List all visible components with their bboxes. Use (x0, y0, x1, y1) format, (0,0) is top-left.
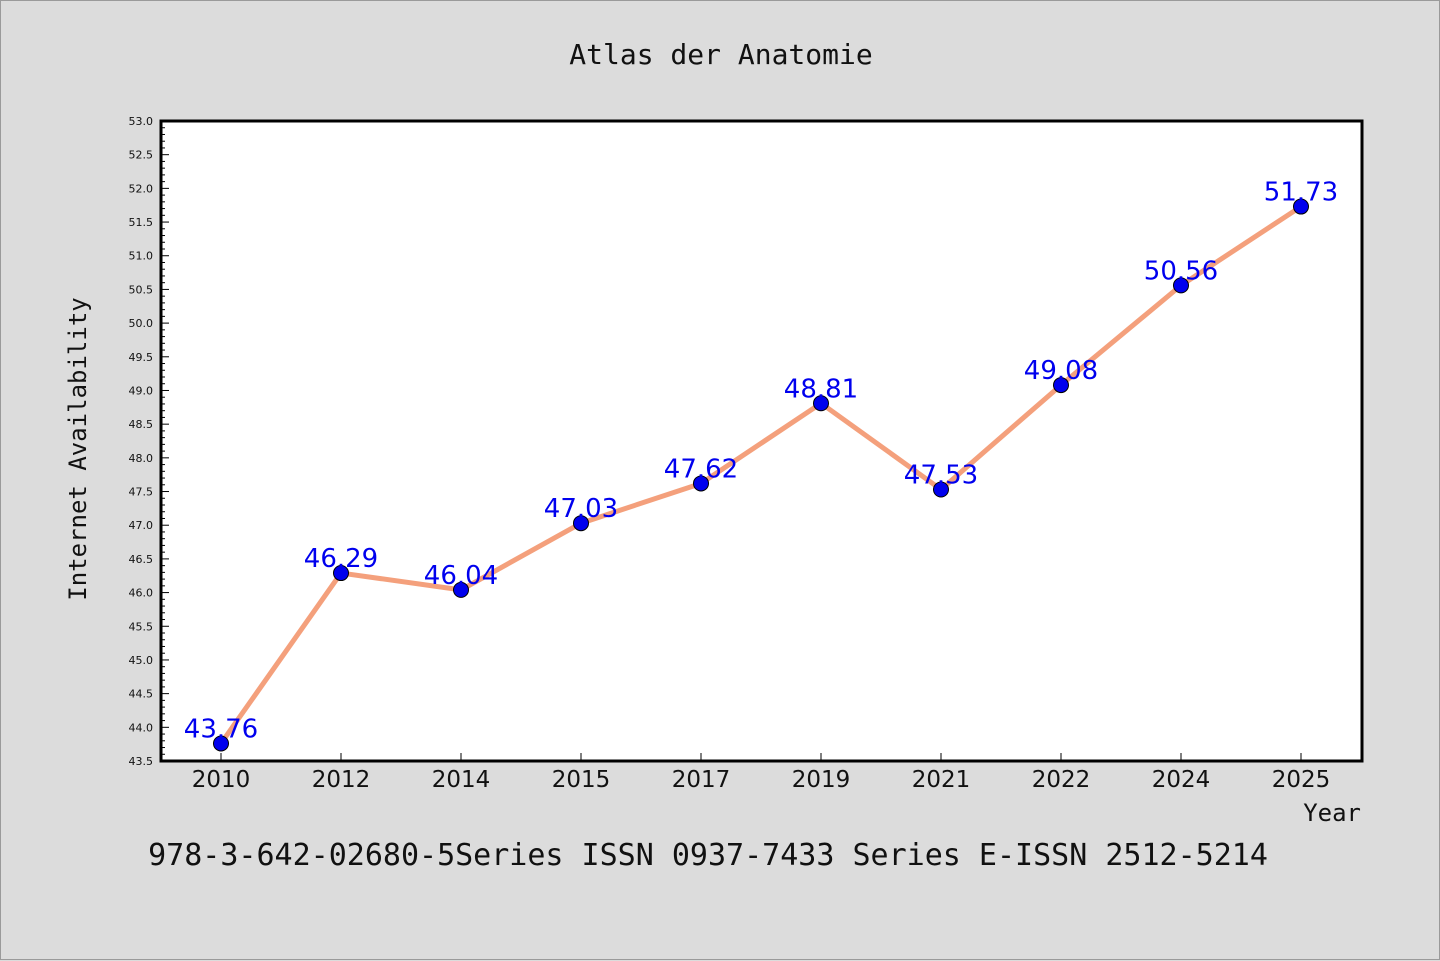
data-label: 47.53 (904, 461, 978, 491)
series-line (218, 204, 1304, 746)
x-tick-label: 2024 (1152, 767, 1211, 793)
y-tick-label: 43.5 (129, 755, 154, 768)
data-label: 46.29 (304, 544, 378, 574)
data-point (213, 735, 229, 752)
y-axis-label: Internet Availability (64, 297, 92, 600)
y-tick-label: 50.5 (129, 283, 154, 296)
data-label: 48.81 (784, 374, 858, 404)
data-point (1173, 277, 1189, 294)
y-tick-label: 48.0 (129, 452, 154, 465)
data-label: 47.03 (544, 494, 618, 524)
y-tick-label: 47.0 (129, 519, 154, 532)
x-tick-label: 2019 (792, 767, 851, 793)
y-tick-label: 53.0 (129, 115, 154, 128)
y-axis-tick-labels: 43.5 44.0 44.5 45.0 45.5 46.0 46.5 47.0 47.5 48.0… (129, 115, 154, 768)
y-tick-label: 46.5 (129, 553, 154, 566)
y-tick-label: 45.0 (129, 654, 154, 667)
y-tick-label: 49.0 (129, 384, 154, 397)
data-point (453, 581, 469, 598)
data-labels: 43.76 46.29 46.04 47.03 47.62 48.81 47.53 49.08… (184, 178, 1338, 745)
data-label: 50.56 (1144, 256, 1218, 286)
y-tick-label: 52.5 (129, 149, 154, 162)
chart-title: Atlas der Anatomie (569, 38, 872, 71)
x-axis-ticks (220, 753, 1302, 761)
data-label: 51.73 (1264, 178, 1338, 208)
x-tick-label: 2017 (672, 767, 731, 793)
data-point (1293, 198, 1309, 215)
y-tick-label: 52.0 (129, 182, 154, 195)
y-tick-label: 51.0 (129, 250, 154, 263)
y-tick-label: 45.5 (129, 620, 154, 633)
x-tick-label: 2014 (432, 767, 491, 793)
x-tick-label: 2012 (312, 767, 371, 793)
x-axis-label: Year (1303, 799, 1361, 827)
y-tick-label: 47.5 (129, 486, 154, 499)
x-tick-label: 2025 (1272, 767, 1331, 793)
data-point (693, 475, 709, 492)
data-label: 43.76 (184, 714, 258, 744)
data-point (333, 565, 349, 582)
data-label: 47.62 (664, 454, 738, 484)
data-point (933, 481, 949, 498)
series-markers (213, 198, 1309, 752)
x-tick-label: 2010 (192, 767, 251, 793)
x-axis-tick-labels: 2010 2012 2014 2015 2017 2019 2021 2022 2024 2025 (192, 767, 1331, 793)
x-tick-label: 2022 (1032, 767, 1091, 793)
data-point (573, 515, 589, 532)
data-label: 49.08 (1024, 356, 1098, 386)
y-tick-label: 48.5 (129, 418, 154, 431)
y-axis-ticks (161, 120, 169, 762)
footer-text: 978-3-642-02680-5Series ISSN 0937-7433 S… (148, 838, 1268, 873)
y-tick-label: 51.5 (129, 216, 154, 229)
data-label: 46.04 (424, 561, 498, 591)
x-tick-label: 2015 (552, 767, 611, 793)
data-point (813, 395, 829, 412)
y-tick-label: 44.0 (129, 721, 154, 734)
x-tick-label: 2021 (912, 767, 971, 793)
y-tick-label: 49.5 (129, 351, 154, 364)
y-tick-label: 50.0 (129, 317, 154, 330)
data-point (1053, 377, 1069, 394)
y-tick-label: 44.5 (129, 688, 154, 701)
y-tick-label: 46.0 (129, 587, 154, 600)
